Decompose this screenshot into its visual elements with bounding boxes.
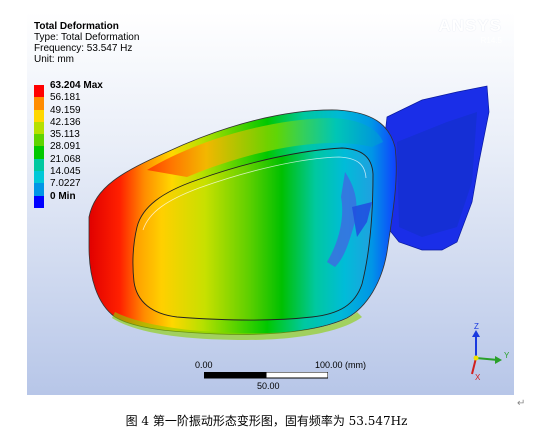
legend-label: 35.113 [50, 129, 80, 141]
mount-bracket-shade [397, 112, 477, 237]
triad-y-arrow [495, 356, 502, 364]
result-title: Total Deformation [34, 21, 119, 32]
legend-swatch [34, 134, 44, 147]
paragraph-mark: ↵ [517, 398, 526, 409]
scale-mid-label: 50.00 [257, 381, 280, 391]
legend-label: 14.045 [50, 166, 81, 178]
legend-swatch [34, 183, 44, 196]
legend-swatch [34, 146, 44, 159]
graphics-viewport[interactable]: Total Deformation Type: Total Deformatio… [27, 12, 514, 395]
triad-z-arrow [472, 330, 480, 337]
legend-label: 21.068 [50, 153, 81, 165]
coordinate-triad[interactable]: Z Y X [460, 322, 512, 382]
mirror-glass [132, 147, 374, 321]
triad-z-label: Z [474, 322, 479, 331]
legend-label: 28.091 [50, 141, 81, 153]
scale-end-label: 100.00 (mm) [315, 360, 367, 370]
triad-x-axis [471, 357, 477, 375]
legend-label: 0 Min [50, 190, 76, 202]
legend-label: 7.0227 [50, 178, 81, 190]
legend-swatch [34, 121, 44, 135]
result-frequency: Frequency: 53.547 Hz [34, 43, 133, 54]
scale-start-label: 0.00 [195, 360, 213, 370]
legend-label: 56.181 [50, 92, 81, 104]
glass-rim [142, 156, 367, 231]
legend-swatch [34, 97, 44, 110]
legend-label: 49.159 [50, 104, 81, 116]
legend-swatch [34, 195, 44, 208]
triad-y-label: Y [504, 351, 510, 360]
legend-swatch [34, 158, 44, 172]
triad-origin [473, 355, 479, 361]
ansys-version: R14.5 [480, 36, 502, 45]
legend-swatch [34, 109, 44, 122]
housing-bottom-lip [112, 312, 362, 340]
legend-swatch [34, 171, 44, 184]
deformed-mirror-model [88, 85, 490, 340]
triad-x-label: X [475, 373, 481, 382]
scale-bar-graphic [204, 372, 328, 379]
figure-caption: 图 4 第一阶振动形态变形图，固有频率为 53.547Hz [125, 414, 408, 428]
result-type: Type: Total Deformation [34, 32, 140, 43]
housing-top-band [147, 118, 383, 177]
legend-label: 63.204 Max [50, 80, 103, 91]
housing-opening [327, 172, 357, 267]
legend-label: 42.136 [50, 116, 81, 128]
ansys-logo: ANSYS [438, 16, 502, 35]
result-unit: Unit: mm [34, 54, 74, 65]
legend-swatch [34, 85, 44, 98]
triad-y-axis [475, 357, 499, 361]
